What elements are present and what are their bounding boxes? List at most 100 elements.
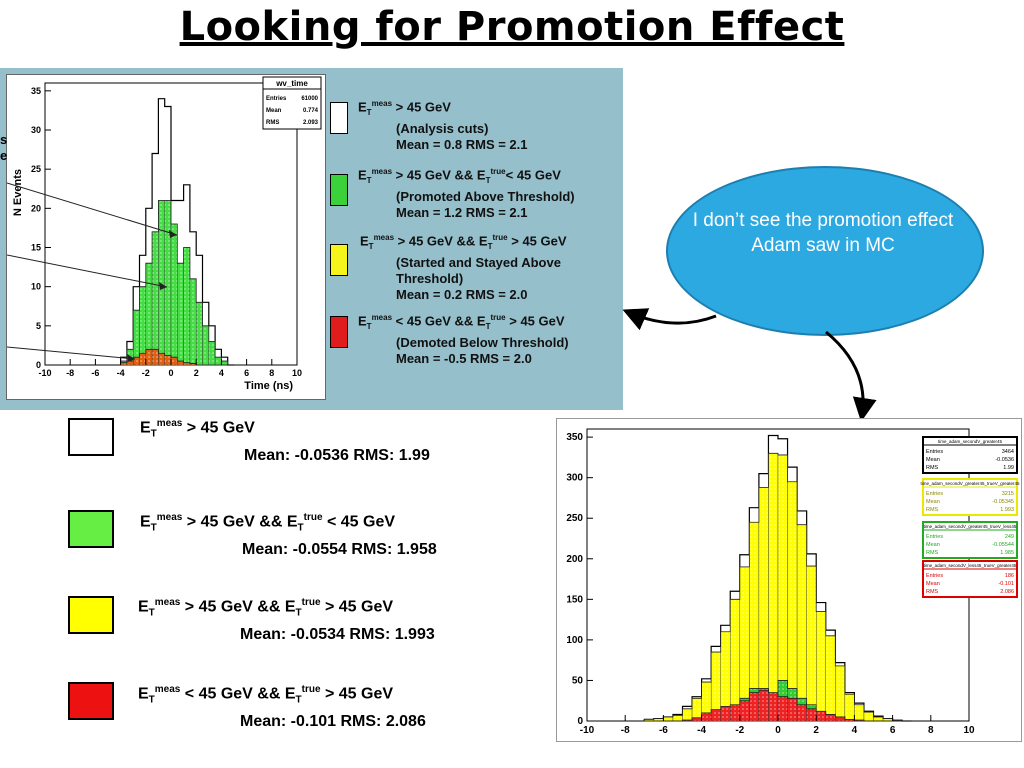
lower-legend-swatch-analysis (68, 418, 114, 456)
stats-row-value: 3464 (1002, 449, 1014, 455)
x-tick-label: 6 (890, 725, 896, 736)
series-outline (120, 200, 234, 366)
series-2 (120, 348, 234, 366)
x-tick-label: -6 (91, 368, 99, 378)
cropped-letter-e: e (0, 148, 7, 163)
series-3 (644, 689, 912, 722)
stats-row-value: 0.774 (303, 108, 319, 114)
x-tick-label: -6 (659, 725, 668, 736)
hist-bar (170, 356, 178, 366)
hist-bar (835, 665, 846, 722)
lower-legend-demoted-stats: Mean: -0.101 RMS: 2.086 (240, 713, 426, 730)
stats-row-value: 2.093 (303, 120, 319, 126)
x-tick-label: -2 (735, 725, 744, 736)
stats-box-frame (922, 436, 1018, 474)
stats-box-frame (922, 560, 1018, 598)
y-tick-label: 10 (31, 282, 41, 292)
hist-bar (170, 223, 178, 366)
hist-bar (806, 708, 817, 722)
hist-bar (145, 349, 153, 366)
hist-bar (177, 360, 184, 366)
x-tick-label: 6 (244, 368, 249, 378)
stats-box-title: time_adam_secondV_less45_trueV_greater45 (924, 563, 1017, 568)
hist-bar (139, 353, 147, 366)
upper-legend-swatch-stayed (330, 244, 348, 276)
hist-bar (221, 360, 228, 366)
stats-box-title: time_adam_secondV_greater45_trueV_less45 (924, 524, 1017, 529)
upper-legend-stayed: ETmeas > 45 GeV && ETtrue > 45 GeV (Star… (360, 233, 567, 302)
hist-bar (825, 635, 836, 722)
hist-bar (151, 349, 159, 366)
lower-stats-box: time_adam_secondV_greater45 Entries 3464 Me… (922, 436, 1018, 474)
hist-bar (672, 715, 683, 722)
hist-bar (164, 200, 172, 366)
x-tick-label: 4 (219, 368, 224, 378)
stats-box-frame (922, 521, 1018, 559)
lower-legend-demoted-label: ETmeas < 45 GeV && ETtrue > 45 GeV (138, 684, 394, 706)
stats-row-key: Entries (926, 534, 943, 540)
hist-bar (825, 714, 836, 722)
hist-bar (730, 704, 741, 722)
hist-bar (854, 704, 865, 722)
stats-box-title: time_adam_secondV_greater45_trueV_greate… (920, 481, 1020, 486)
hist-bar (208, 341, 216, 366)
annotation-arrow (6, 346, 136, 360)
x-tick-label: 4 (852, 725, 858, 736)
hist-bar (214, 356, 222, 366)
hist-bar (758, 689, 769, 722)
stats-row-key: Mean (926, 499, 940, 505)
hist-bar (132, 356, 140, 366)
slide-title: Looking for Promotion Effect (179, 4, 845, 50)
hist-bar (177, 262, 184, 366)
x-tick-label: 2 (813, 725, 819, 736)
y-tick-label: 35 (31, 86, 41, 96)
hist-bar (158, 353, 165, 366)
stats-box-title: time_adam_secondV_greater45 (938, 439, 1003, 444)
x-tick-label: -4 (697, 725, 706, 736)
stats-row-key: Entries (266, 96, 287, 102)
hist-bar (844, 694, 855, 722)
lower-legend-swatch-demoted (68, 682, 114, 720)
upper-histogram-frame: -10 -8 -6 -4 -2 0 2 4 6 8 10 0 5 10 15 20 25 30 35 Time (ns… (6, 74, 326, 400)
hist-bar (796, 524, 807, 722)
hist-bar (183, 247, 191, 366)
lower-legend-promoted-label: ETmeas > 45 GeV && ETtrue < 45 GeV (140, 512, 396, 534)
x-tick-label: -10 (38, 368, 51, 378)
hist-bar (787, 481, 798, 722)
stats-row-value: 249 (1005, 534, 1014, 540)
stats-row-key: RMS (266, 120, 279, 126)
hist-bar (739, 566, 750, 722)
x-tick-label: 10 (292, 368, 302, 378)
stats-row-key: RMS (926, 550, 939, 556)
hist-bar (720, 706, 731, 722)
hist-bar (787, 698, 798, 722)
stats-row-value: 1.993 (1000, 507, 1014, 513)
hist-bar (701, 712, 712, 722)
hist-bar (758, 487, 769, 722)
x-tick-label: -8 (66, 368, 74, 378)
x-tick-label: -2 (142, 368, 150, 378)
lower-legend-stayed-label: ETmeas > 45 GeV && ETtrue > 45 GeV (138, 597, 394, 619)
x-tick-label: -10 (580, 725, 595, 736)
stats-row-value: 186 (1005, 573, 1014, 579)
x-tick-label: 2 (194, 368, 199, 378)
lower-legend-swatch-stayed (68, 596, 114, 634)
upper-legend-swatch-analysis (330, 102, 348, 134)
x-tick-label: 0 (168, 368, 173, 378)
series-outline (120, 98, 234, 366)
y-tick-label: 5 (36, 321, 41, 331)
hist-bar (151, 231, 159, 366)
stats-row-value: -0.0536 (995, 457, 1014, 463)
y-tick-label: 250 (566, 513, 583, 524)
y-tick-label: 20 (31, 203, 41, 213)
hist-bar (873, 716, 884, 722)
x-tick-label: 0 (775, 725, 781, 736)
stats-box-frame (262, 76, 322, 130)
hist-bar (682, 708, 693, 722)
arrow-to-lower-plot (825, 330, 877, 422)
stats-row-value: -0.05544 (992, 542, 1014, 548)
upper-legend-swatch-demoted (330, 316, 348, 348)
y-tick-label: 15 (31, 243, 41, 253)
hist-bar (202, 325, 210, 366)
hist-bar (835, 716, 846, 722)
